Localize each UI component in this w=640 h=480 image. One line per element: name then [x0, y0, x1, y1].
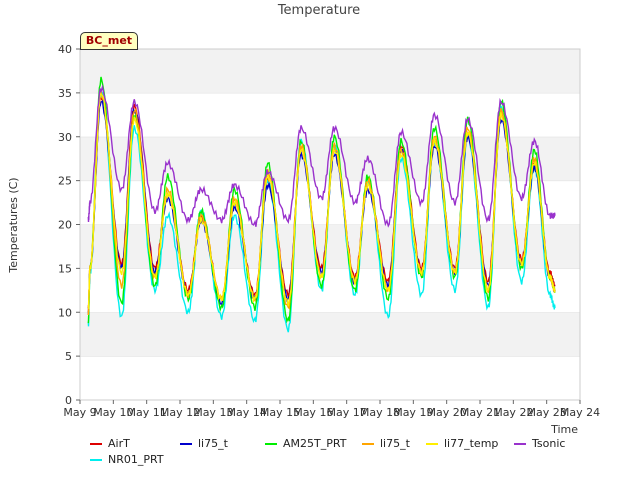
background-band: [80, 268, 580, 313]
y-tick-label: 5: [65, 350, 72, 363]
legend-label: NR01_PRT: [108, 453, 164, 466]
y-axis-ticks: 0 5 10 15 20 25 30 35 40: [58, 43, 80, 407]
series-line-li77-temp: [87, 91, 556, 309]
y-tick-label: 15: [58, 262, 72, 275]
legend-swatch: [426, 443, 438, 445]
legend-item: li75_t: [362, 436, 410, 452]
y-tick-label: 40: [58, 43, 72, 56]
y-tick-label: 10: [58, 306, 72, 319]
legend-label: Tsonic: [532, 437, 566, 450]
series-line-tsonic: [87, 84, 556, 228]
series-line-nr01-prt: [87, 91, 556, 333]
legend-item: AirT: [90, 436, 130, 452]
x-tick-label: May 9: [63, 406, 96, 419]
series-line-airt: [87, 96, 556, 310]
x-tick-label: May 10: [93, 406, 133, 419]
y-tick-label: 20: [58, 219, 72, 232]
x-tick-label: May 23: [527, 406, 567, 419]
series-lines: [87, 76, 556, 333]
x-tick-label: May 11: [127, 406, 167, 419]
x-tick-label: May 20: [427, 406, 467, 419]
x-tick-label: May 18: [360, 406, 400, 419]
plot-background-bands: [80, 48, 580, 400]
legend-swatch: [265, 443, 277, 445]
background-band: [80, 356, 580, 400]
legend-label: li75_t: [380, 437, 410, 450]
legend-item: li75_t: [180, 436, 228, 452]
legend-label: AirT: [108, 437, 130, 450]
series-line-am25t-prt: [87, 76, 556, 324]
legend-item: AM25T_PRT: [265, 436, 346, 452]
y-axis-label: Temperatures (C): [7, 177, 20, 273]
legend: AirT li75_t AM25T_PRT li75_t li77_temp Tsonic…: [90, 436, 610, 470]
site-label-badge: BC_met: [80, 32, 138, 50]
y-tick-label: 30: [58, 131, 72, 144]
legend-label: li77_temp: [444, 437, 499, 450]
legend-label: li75_t: [198, 437, 228, 450]
x-tick-label: May 24: [560, 406, 600, 419]
legend-item: li77_temp: [426, 436, 498, 452]
legend-swatch: [180, 443, 192, 445]
legend-swatch: [514, 443, 526, 445]
legend-label: AM25T_PRT: [283, 437, 347, 450]
x-tick-label: May 22: [493, 406, 533, 419]
x-tick-label: May 16: [293, 406, 333, 419]
legend-swatch: [90, 443, 102, 445]
legend-swatch: [362, 443, 374, 445]
legend-item: NR01_PRT: [90, 452, 164, 468]
y-tick-label: 25: [58, 175, 72, 188]
y-tick-label: 35: [58, 87, 72, 100]
x-tick-label: May 12: [160, 406, 200, 419]
x-tick-label: May 17: [327, 406, 367, 419]
legend-swatch: [90, 459, 102, 461]
y-tick-label: 0: [65, 394, 72, 407]
x-tick-label: May 15: [260, 406, 300, 419]
x-axis-label: Time: [550, 423, 578, 436]
background-band: [80, 224, 580, 269]
chart-title: Temperature: [277, 3, 360, 18]
x-tick-label: May 14: [227, 406, 267, 419]
background-band: [80, 312, 580, 357]
background-band: [80, 49, 580, 93]
x-tick-label: May 21: [460, 406, 500, 419]
x-tick-label: May 19: [393, 406, 433, 419]
x-tick-label: May 13: [193, 406, 233, 419]
legend-item: Tsonic: [514, 436, 565, 452]
